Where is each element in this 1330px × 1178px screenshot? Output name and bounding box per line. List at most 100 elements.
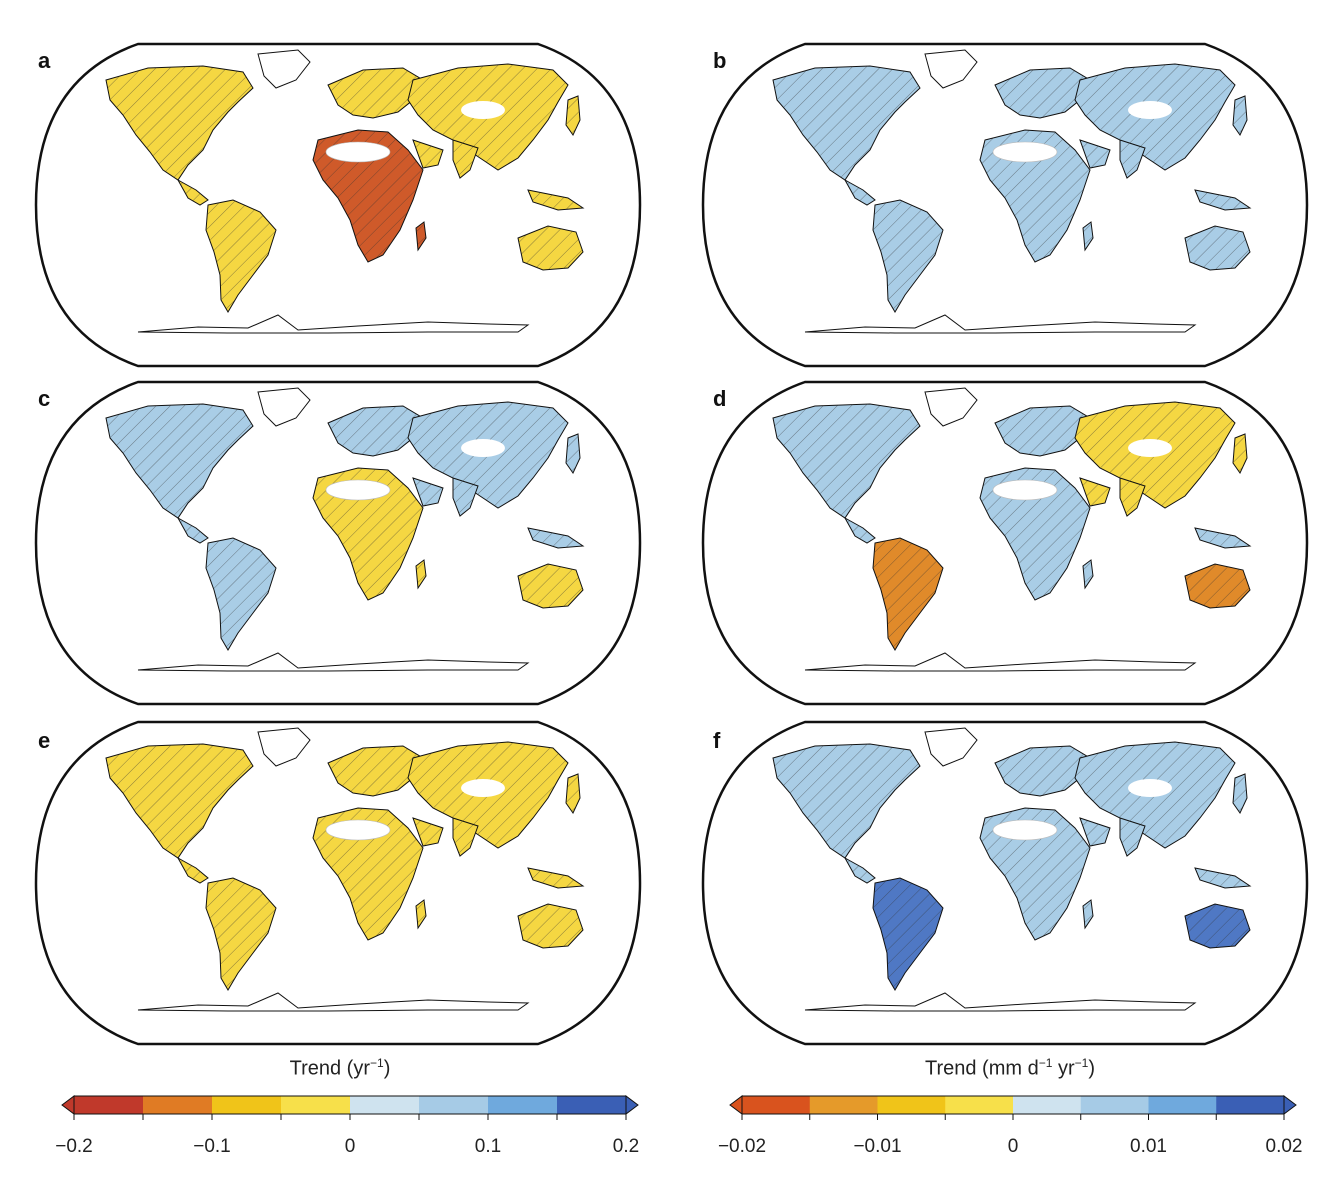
hatch-india (1120, 478, 1145, 516)
hatch-na (773, 404, 920, 518)
hatch-aus (518, 226, 583, 270)
hatch-japan (1233, 434, 1247, 473)
nodata-asia (1128, 439, 1172, 457)
colorbar-swatch (488, 1096, 558, 1114)
colorbar-arrow-left (61, 1095, 75, 1115)
colorbar-tick-label: −0.1 (193, 1136, 231, 1157)
map-panel-b: b (695, 40, 1315, 370)
continent-antarct (804, 314, 1197, 334)
hatch-aus (1185, 226, 1250, 270)
map-panel-d: d (695, 378, 1315, 708)
colorbar-swatch (212, 1096, 282, 1114)
hatch-arabia (1080, 818, 1110, 846)
hatch-sa (206, 200, 276, 312)
hatch-arabia (413, 818, 443, 846)
hatch-africa (980, 808, 1090, 940)
colorbar-swatch (1216, 1096, 1285, 1114)
continent-antarct (804, 992, 1197, 1012)
hatch-seasia (528, 190, 583, 210)
hatch-madag (416, 900, 426, 928)
map-panel-f: f (695, 718, 1315, 1048)
hatch-aus (518, 564, 583, 608)
colorbar-swatch (945, 1096, 1014, 1114)
colorbar-title-right: Trend (mm d−1 yr−1) (890, 1056, 1130, 1081)
colorbar-swatch (350, 1096, 420, 1114)
hatch-madag (416, 222, 426, 250)
colorbar-arrow-right (625, 1095, 639, 1115)
world-map (701, 42, 1309, 368)
colorbar-title-sup: −1 (1038, 1056, 1053, 1070)
colorbar-tick-label: 0 (1007, 1136, 1019, 1157)
hatch-ca (845, 518, 875, 543)
hatch-aus (1185, 564, 1250, 608)
colorbar-swatch (557, 1096, 627, 1114)
hatch-na (773, 744, 920, 858)
hatch-eur (995, 406, 1090, 456)
hatch-aus (518, 904, 583, 948)
colorbar-left (61, 1095, 639, 1120)
colorbar-title-sup: −1 (370, 1056, 384, 1070)
continent-antarct (804, 652, 1197, 672)
hatch-aus (1185, 904, 1250, 948)
hatch-india (453, 140, 478, 178)
colorbar-swatch (143, 1096, 213, 1114)
colorbar-tick-label: −0.02 (717, 1136, 767, 1157)
nodata-sahara (325, 479, 391, 501)
hatch-madag (416, 560, 426, 588)
hatch-eur (995, 746, 1090, 796)
hatch-madag (1083, 900, 1093, 928)
hatch-india (1120, 818, 1145, 856)
continent-antarct (137, 992, 530, 1012)
continent-greenland (257, 49, 311, 89)
hatch-seasia (528, 868, 583, 888)
colorbar-swatch (809, 1096, 878, 1114)
nodata-sahara (325, 819, 391, 841)
colorbar-tick-label: 0.01 (1130, 1136, 1167, 1157)
nodata-sahara (992, 819, 1058, 841)
colorbar-arrow-right (1283, 1095, 1297, 1115)
hatch-sa (206, 878, 276, 990)
colorbar-swatch (1148, 1096, 1217, 1114)
world-map (34, 380, 642, 706)
colorbar-title-end: ) (383, 1057, 391, 1080)
panel-letter: e (38, 728, 51, 753)
hatch-na (106, 404, 253, 518)
colorbar-title-left: Trend (yr−1) (250, 1056, 430, 1081)
hatch-africa (313, 468, 423, 600)
nodata-asia (1128, 101, 1172, 119)
world-map (34, 720, 642, 1046)
colorbar-swatch (742, 1096, 811, 1114)
continent-greenland (924, 727, 978, 767)
panel-letter: c (38, 386, 51, 411)
panel-letter: f (713, 728, 721, 753)
hatch-na (106, 66, 253, 180)
map-panel-e: e (28, 718, 648, 1048)
hatch-japan (566, 96, 580, 135)
hatch-india (453, 478, 478, 516)
colorbar-swatch (74, 1096, 144, 1114)
colorbar-swatch (877, 1096, 946, 1114)
hatch-madag (1083, 560, 1093, 588)
hatch-seasia (1195, 868, 1250, 888)
nodata-asia (461, 779, 505, 797)
colorbar-swatch (1080, 1096, 1149, 1114)
map-panel-c: c (28, 378, 648, 708)
hatch-india (453, 818, 478, 856)
panel-letter: a (38, 48, 51, 73)
hatch-africa (313, 130, 423, 262)
continent-antarct (137, 314, 530, 334)
hatch-africa (980, 130, 1090, 262)
colorbar-title-end: ) (1088, 1057, 1095, 1080)
continent-antarct (137, 652, 530, 672)
hatch-eur (328, 746, 423, 796)
hatch-japan (1233, 96, 1247, 135)
hatch-seasia (1195, 528, 1250, 548)
colorbar-tick-label: 0 (344, 1136, 356, 1157)
hatch-japan (1233, 774, 1247, 813)
hatch-arabia (1080, 478, 1110, 506)
continent-greenland (924, 387, 978, 427)
colorbar-right (729, 1095, 1297, 1120)
colorbar-title-mid: yr (1052, 1057, 1075, 1080)
hatch-eur (328, 68, 423, 118)
panel-letter: d (713, 386, 727, 411)
